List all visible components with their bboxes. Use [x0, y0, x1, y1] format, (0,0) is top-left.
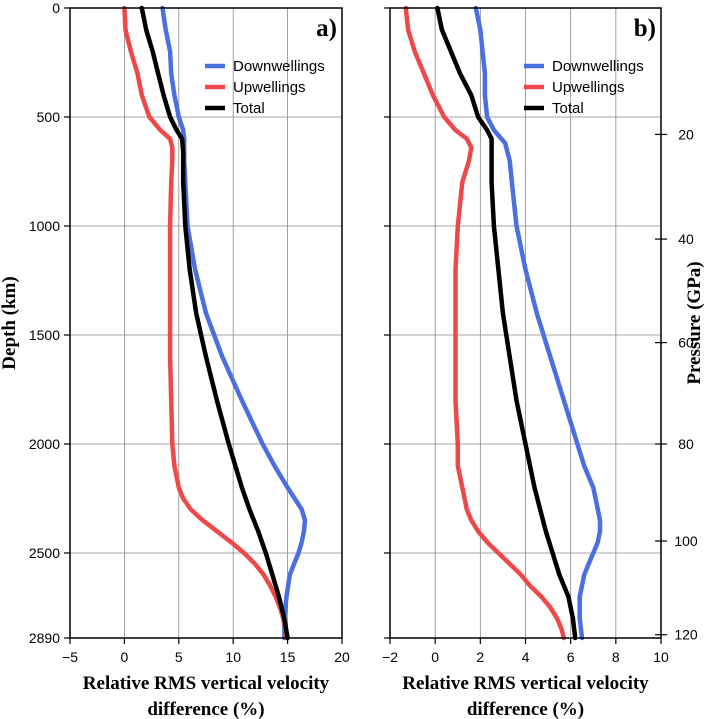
a-panel-label: a) — [316, 15, 337, 42]
b-xtick-label: 4 — [522, 649, 530, 665]
b-pressure-tick-label: 100 — [674, 533, 698, 549]
a-legend-upwellings-label: Upwellings — [233, 79, 306, 96]
a-ytick-label: 2000 — [29, 436, 60, 452]
a-ytick-label: 1000 — [29, 218, 60, 234]
a-plot-frame — [69, 7, 343, 639]
yaxis-label-depth: Depth (km) — [0, 276, 20, 369]
yaxis-label-pressure: Pressure (GPa) — [684, 261, 705, 384]
a-ytick-label: 1500 — [29, 327, 60, 343]
b-series-total-line — [435, 5, 578, 641]
b-panel-label: b) — [634, 15, 656, 42]
b-xtick-label: 8 — [612, 649, 620, 665]
b-xtick-label: 0 — [431, 649, 439, 665]
b-pressure-tick-label: 40 — [678, 231, 694, 247]
b-xtick-label: −2 — [382, 649, 398, 665]
b-pressure-tick-label: 20 — [678, 126, 694, 142]
a-ytick-label: 2500 — [29, 545, 60, 561]
a-xaxis-label-line1: Relative RMS vertical velocity — [83, 673, 330, 694]
b-legend-total-label: Total — [552, 100, 584, 117]
b-xaxis-label-line2: difference (%) — [467, 699, 584, 719]
b-legend-upwellings-label: Upwellings — [552, 79, 625, 96]
a-xtick-label: 20 — [334, 649, 350, 665]
a-series-downwellings-line — [160, 5, 308, 641]
a-xtick-label: 15 — [280, 649, 296, 665]
b-xaxis-label-line1: Relative RMS vertical velocity — [402, 673, 649, 694]
b-series-downwellings-line — [473, 5, 603, 641]
b-xtick-label: 6 — [567, 649, 575, 665]
a-series-upwellings-line — [122, 5, 289, 641]
b-series-upwellings-line — [403, 5, 567, 641]
a-xaxis-label-line2: difference (%) — [147, 699, 264, 719]
b-xtick-label: 2 — [476, 649, 484, 665]
a-series-total-line — [139, 5, 290, 641]
a-xtick-label: 0 — [121, 649, 129, 665]
b-pressure-tick-label: 80 — [678, 436, 694, 452]
a-legend-total-label: Total — [233, 100, 265, 117]
a-legend-downwellings-label: Downwellings — [233, 58, 325, 75]
b-pressure-tick-label: 120 — [674, 627, 698, 643]
b-xtick-label: 10 — [653, 649, 669, 665]
a-xtick-label: 10 — [225, 649, 241, 665]
a-ytick-label: 500 — [37, 109, 61, 125]
b-pressure-tick-label: 60 — [678, 335, 694, 351]
a-ytick-label: 2890 — [29, 630, 60, 646]
b-legend-downwellings-label: Downwellings — [552, 58, 644, 75]
a-xtick-label: −5 — [62, 649, 78, 665]
a-xtick-label: 5 — [175, 649, 183, 665]
a-ytick-label: 0 — [52, 0, 60, 16]
